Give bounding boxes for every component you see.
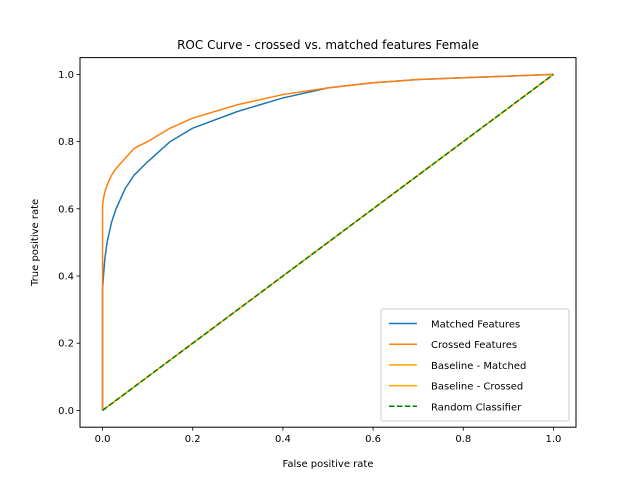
x-tick-label: 0.0 bbox=[95, 434, 111, 445]
y-axis-label: True positive rate bbox=[30, 199, 41, 287]
legend: Matched Features Crossed Features Baseline… bbox=[380, 308, 570, 422]
chart-title: ROC Curve - crossed vs. matched features… bbox=[177, 38, 479, 52]
x-tick-label: 1.0 bbox=[546, 434, 562, 445]
series-line-4 bbox=[102, 73, 554, 412]
legend-label: Matched Features bbox=[431, 320, 520, 331]
x-tick-label: 0.2 bbox=[185, 434, 201, 445]
series-layer bbox=[101, 73, 554, 412]
legend-label: Baseline - Crossed bbox=[431, 382, 523, 393]
y-tick-label: 0.8 bbox=[58, 137, 74, 148]
y-axis-ticks: 0.0 0.2 0.4 0.6 0.8 1.0 bbox=[58, 70, 80, 417]
legend-label: Random Classifier bbox=[431, 402, 522, 413]
series-line-1 bbox=[101, 73, 554, 411]
legend-label: Baseline - Matched bbox=[431, 361, 526, 372]
x-tick-label: 0.8 bbox=[455, 434, 471, 445]
legend-box bbox=[380, 308, 570, 422]
x-tick-label: 0.6 bbox=[365, 434, 381, 445]
x-axis-label: False positive rate bbox=[283, 459, 374, 470]
x-tick-label: 0.4 bbox=[275, 434, 291, 445]
y-tick-label: 1.0 bbox=[58, 70, 74, 81]
plot-frame bbox=[79, 57, 577, 428]
legend-label: Crossed Features bbox=[431, 340, 517, 351]
y-tick-label: 0.2 bbox=[58, 339, 74, 350]
y-tick-label: 0.4 bbox=[58, 272, 74, 283]
y-tick-label: 0.6 bbox=[58, 204, 74, 215]
x-axis-ticks: 0.0 0.2 0.4 0.6 0.8 1.0 bbox=[95, 427, 562, 445]
y-tick-label: 0.0 bbox=[58, 406, 74, 417]
